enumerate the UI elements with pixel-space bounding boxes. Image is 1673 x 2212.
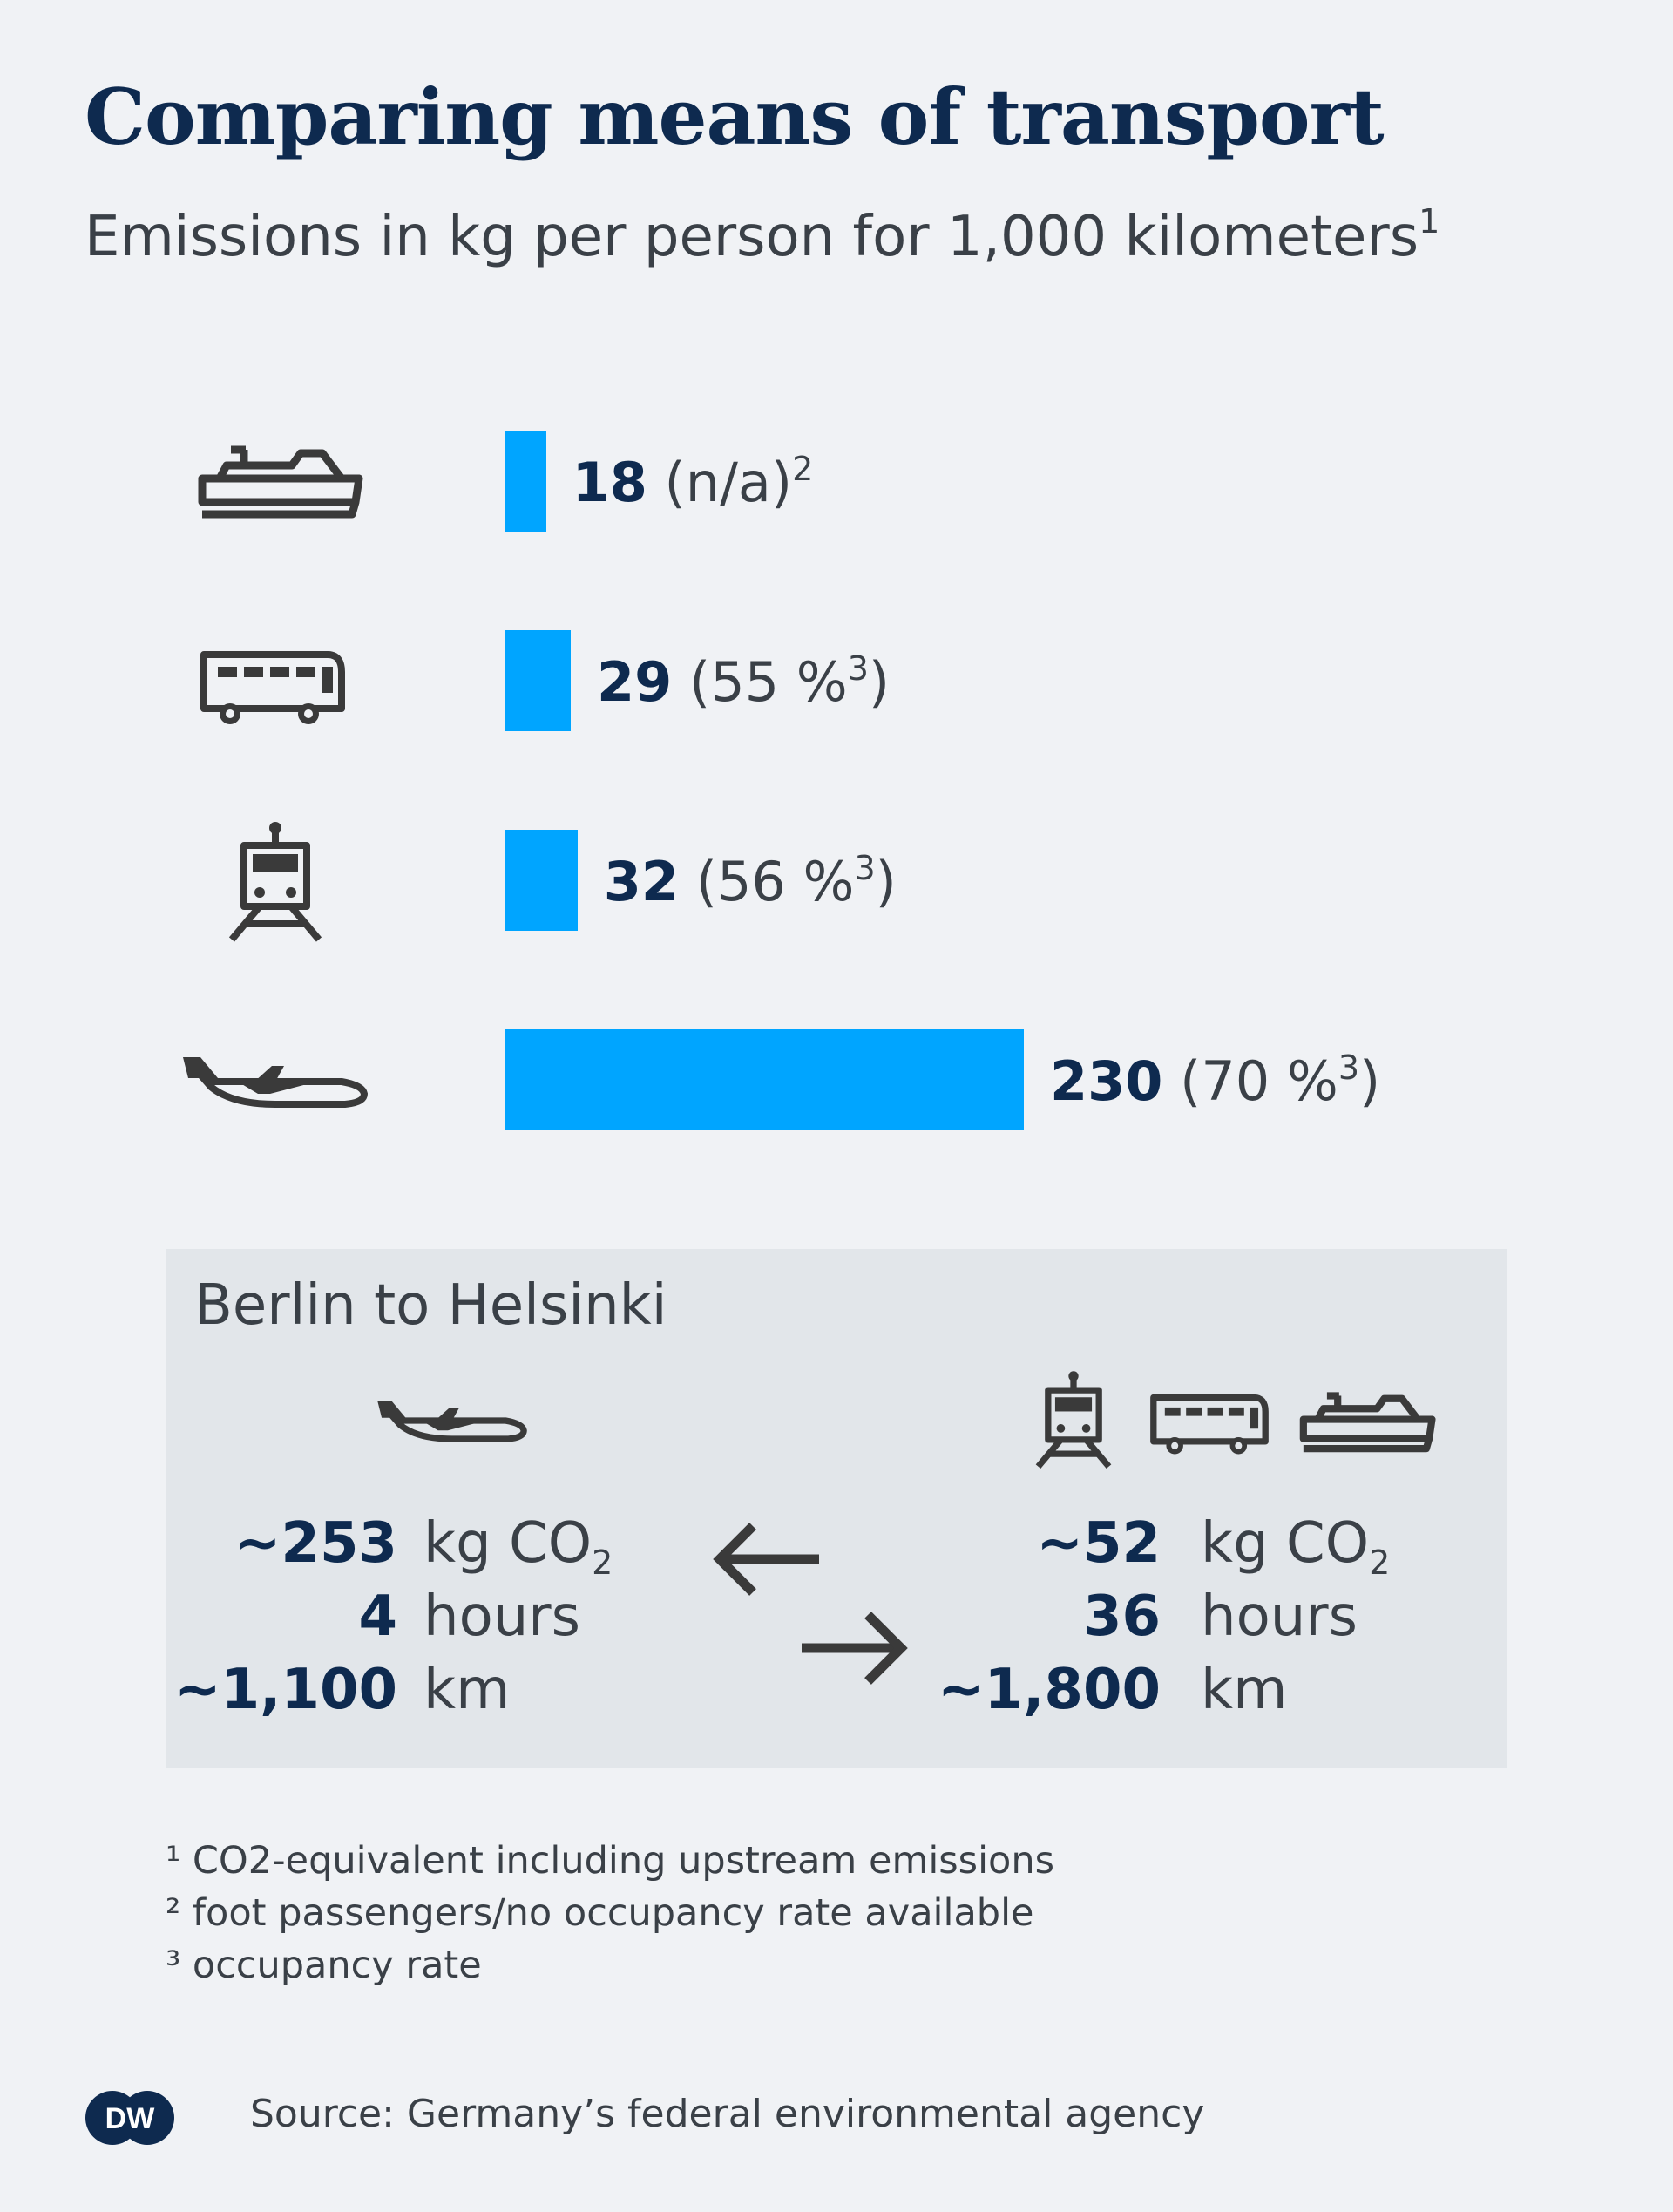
bar-ship [505,431,546,532]
bar-close: ) [1359,1049,1381,1113]
subtitle-text: Emissions in kg per person for 1,000 kil… [85,205,1419,269]
footnotes: ¹ CO2-equivalent including upstream emis… [166,1835,1054,1991]
bar-extra: (55 % [672,650,848,714]
bar-plane [505,1029,1024,1130]
bar-train [505,830,578,931]
km-value: ~1,800 [937,1658,1161,1722]
km-value: ~1,100 [173,1658,397,1722]
source-text: Source: Germany’s federal environmental … [250,2092,1205,2136]
bar-value: 29 [597,650,673,714]
co2-value: ~253 [234,1511,397,1576]
bar-label-bus: 29 (55 %3) [597,649,890,714]
bar-row-bus: 29 (55 %3) [0,630,1673,731]
hours-unit: hours [423,1584,580,1649]
ship-icon [198,445,363,519]
bar-close: ) [875,850,897,913]
bar-note: 3 [847,649,869,688]
km-unit: km [423,1658,511,1722]
footnote-1: ¹ CO2-equivalent including upstream emis… [166,1839,1054,1883]
footnote-3: ³ occupancy rate [166,1944,482,1987]
bar-extra: (n/a) [647,451,793,514]
bar-label-train: 32 (56 %3) [604,849,897,913]
bar-close: ) [868,650,891,714]
bar-note: 3 [1338,1048,1360,1087]
bar-bus [505,630,572,731]
hours-value: 36 [1082,1584,1161,1649]
hours-unit: hours [1201,1584,1358,1649]
subtitle-note: 1 [1419,202,1440,241]
ship-icon [1299,1392,1436,1453]
co2-value: ~52 [1036,1511,1161,1576]
svg-text:DW: DW [105,2102,156,2135]
dw-logo: DW [85,2091,174,2145]
km-unit: km [1201,1658,1288,1722]
bar-extra: (70 % [1162,1049,1338,1113]
bar-note: 2 [792,450,814,488]
chart-title: Comparing means of transport [85,71,1385,162]
bar-label-ship: 18 (n/a)2 [572,450,814,514]
comparison-title: Berlin to Helsinki [194,1273,667,1338]
comparison-panel: Berlin to Helsinki [166,1249,1507,1768]
plane-icon [183,1057,368,1108]
bar-value: 18 [572,451,647,514]
arrow-right-icon [802,1612,908,1685]
train-icon [228,822,322,942]
bar-row-train: 32 (56 %3) [0,822,1673,942]
bar-value: 230 [1050,1049,1163,1113]
hours-value: 4 [358,1584,397,1649]
arrow-left-icon [713,1523,819,1596]
footnote-2: ² foot passengers/no occupancy rate avai… [166,1891,1034,1935]
bar-value: 32 [603,850,680,913]
bar-row-plane: 230 (70 %3) [0,1029,1673,1130]
bar-note: 3 [854,849,876,887]
co2-unit: kg CO2 [423,1511,613,1582]
bar-row-ship: 18 (n/a)2 [0,431,1673,532]
bus-icon [200,651,345,724]
chart-subtitle: Emissions in kg per person for 1,000 kil… [85,202,1439,269]
co2-unit: kg CO2 [1201,1511,1391,1582]
bar-extra: (56 % [679,850,855,913]
bus-icon [1150,1394,1269,1455]
train-icon [1035,1371,1112,1469]
bar-label-plane: 230 (70 %3) [1050,1048,1380,1113]
plane-icon [377,1400,527,1442]
